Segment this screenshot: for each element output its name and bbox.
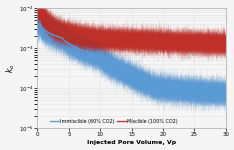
Miscible (100% CO2) [128, 39, 131, 41]
X-axis label: Injected Pore Volume, Vp: Injected Pore Volume, Vp [87, 140, 176, 145]
Line: Immiscible (60% CO2): Immiscible (60% CO2) [38, 24, 226, 93]
Immiscible (60% CO2) [36, 23, 39, 25]
Immiscible (60% CO2) [46, 31, 49, 33]
Legend: Immiscible (60% CO2), Miscible (100% CO2): Immiscible (60% CO2), Miscible (100% CO2… [49, 118, 179, 124]
Miscible (100% CO2) [46, 21, 49, 23]
Y-axis label: $k_o$: $k_o$ [5, 64, 17, 73]
Line: Miscible (100% CO2): Miscible (100% CO2) [38, 10, 226, 44]
Miscible (100% CO2) [184, 42, 187, 43]
Immiscible (60% CO2) [224, 92, 227, 94]
Immiscible (60% CO2) [219, 92, 222, 94]
Miscible (100% CO2) [219, 43, 222, 45]
Immiscible (60% CO2) [219, 92, 222, 94]
Miscible (100% CO2) [36, 9, 39, 11]
Immiscible (60% CO2) [184, 90, 187, 92]
Immiscible (60% CO2) [123, 72, 126, 74]
Immiscible (60% CO2) [128, 74, 131, 76]
Miscible (100% CO2) [123, 39, 126, 41]
Miscible (100% CO2) [224, 43, 227, 45]
Miscible (100% CO2) [219, 43, 222, 45]
